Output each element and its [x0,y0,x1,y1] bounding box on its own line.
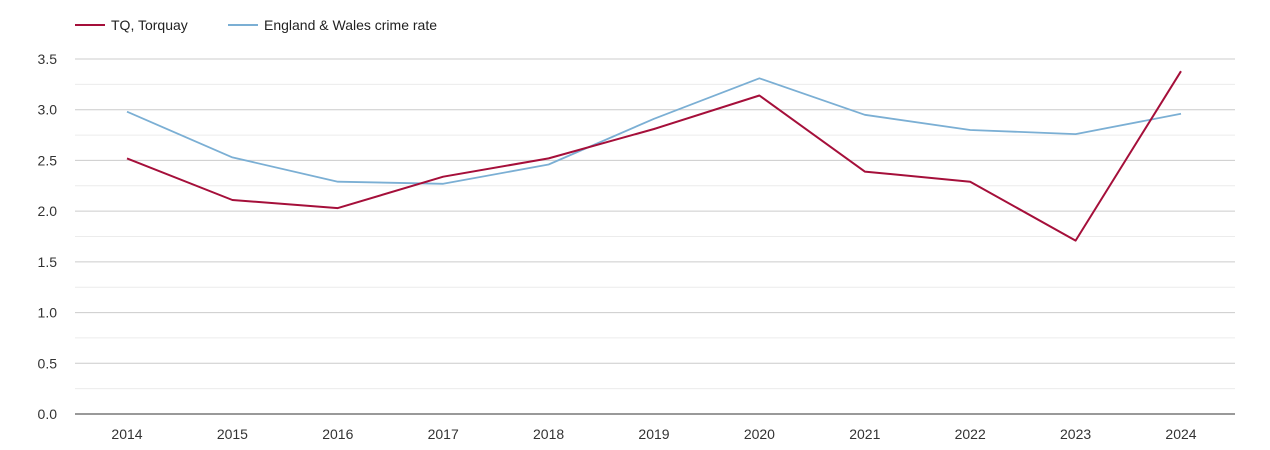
y-tick-label: 2.0 [38,203,58,219]
x-tick-label: 2022 [955,426,986,442]
series-lines [126,70,1182,242]
y-axis-ticks: 0.0 0.5 1.0 1.5 2.0 2.5 3.0 3.5 [38,51,58,422]
x-tick-label: 2015 [217,426,248,442]
legend-label-england-wales: England & Wales crime rate [264,17,437,33]
legend-item-torquay[interactable]: TQ, Torquay [75,17,188,33]
x-tick-label: 2016 [322,426,353,442]
x-tick-label: 2024 [1165,426,1196,442]
x-tick-label: 2021 [849,426,880,442]
x-tick-label: 2018 [533,426,564,442]
y-tick-label: 1.0 [38,305,58,321]
legend: TQ, Torquay England & Wales crime rate [75,17,437,33]
gridlines [75,58,1235,390]
x-tick-label: 2020 [744,426,775,442]
y-tick-label: 0.0 [38,406,58,422]
y-tick-label: 0.5 [38,355,58,371]
legend-item-england-wales[interactable]: England & Wales crime rate [228,17,437,33]
y-tick-label: 1.5 [38,254,58,270]
x-tick-label: 2017 [428,426,459,442]
x-tick-label: 2014 [111,426,142,442]
series-line-torquay [126,70,1182,242]
y-tick-label: 3.5 [38,51,58,67]
y-tick-label: 2.5 [38,152,58,168]
x-axis-ticks: 2014 2015 2016 2017 2018 2019 2020 2021 2022 2023… [111,426,1196,442]
legend-label-torquay: TQ, Torquay [111,17,188,33]
x-tick-label: 2019 [638,426,669,442]
y-tick-label: 3.0 [38,102,58,118]
series-line-england-wales [126,77,1182,185]
x-tick-label: 2023 [1060,426,1091,442]
